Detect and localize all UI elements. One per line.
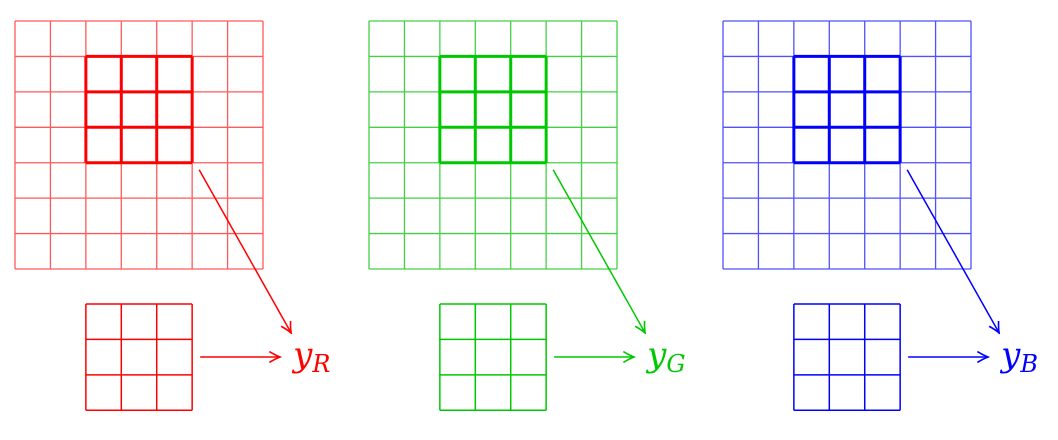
input-grid-red bbox=[14, 20, 264, 270]
filter-grid-blue bbox=[793, 303, 901, 412]
output-symbol: y bbox=[999, 335, 1021, 375]
diagonal-arrow-blue bbox=[906, 169, 999, 333]
output-label-blue: yB bbox=[999, 335, 1038, 378]
diagonal-arrow-red bbox=[198, 169, 291, 333]
filter-grid-green bbox=[439, 303, 547, 412]
panel-blue: yB bbox=[722, 20, 1038, 412]
output-subscript: G bbox=[666, 350, 685, 378]
output-symbol: y bbox=[291, 335, 313, 375]
input-grid-green bbox=[368, 20, 618, 270]
kernel-window-blue bbox=[792, 54, 902, 165]
output-label-red: yR bbox=[291, 335, 330, 378]
diagonal-arrow-green bbox=[552, 169, 645, 333]
panel-red: yR bbox=[14, 20, 330, 412]
output-symbol: y bbox=[645, 335, 667, 375]
kernel-window-red bbox=[84, 54, 194, 165]
input-grid-blue bbox=[722, 20, 972, 270]
output-label-green: yG bbox=[645, 335, 685, 378]
filter-grid-red bbox=[85, 303, 193, 412]
output-subscript: R bbox=[311, 350, 330, 378]
kernel-window-green bbox=[438, 54, 548, 165]
output-subscript: B bbox=[1019, 350, 1038, 378]
panel-green: yG bbox=[368, 20, 686, 412]
